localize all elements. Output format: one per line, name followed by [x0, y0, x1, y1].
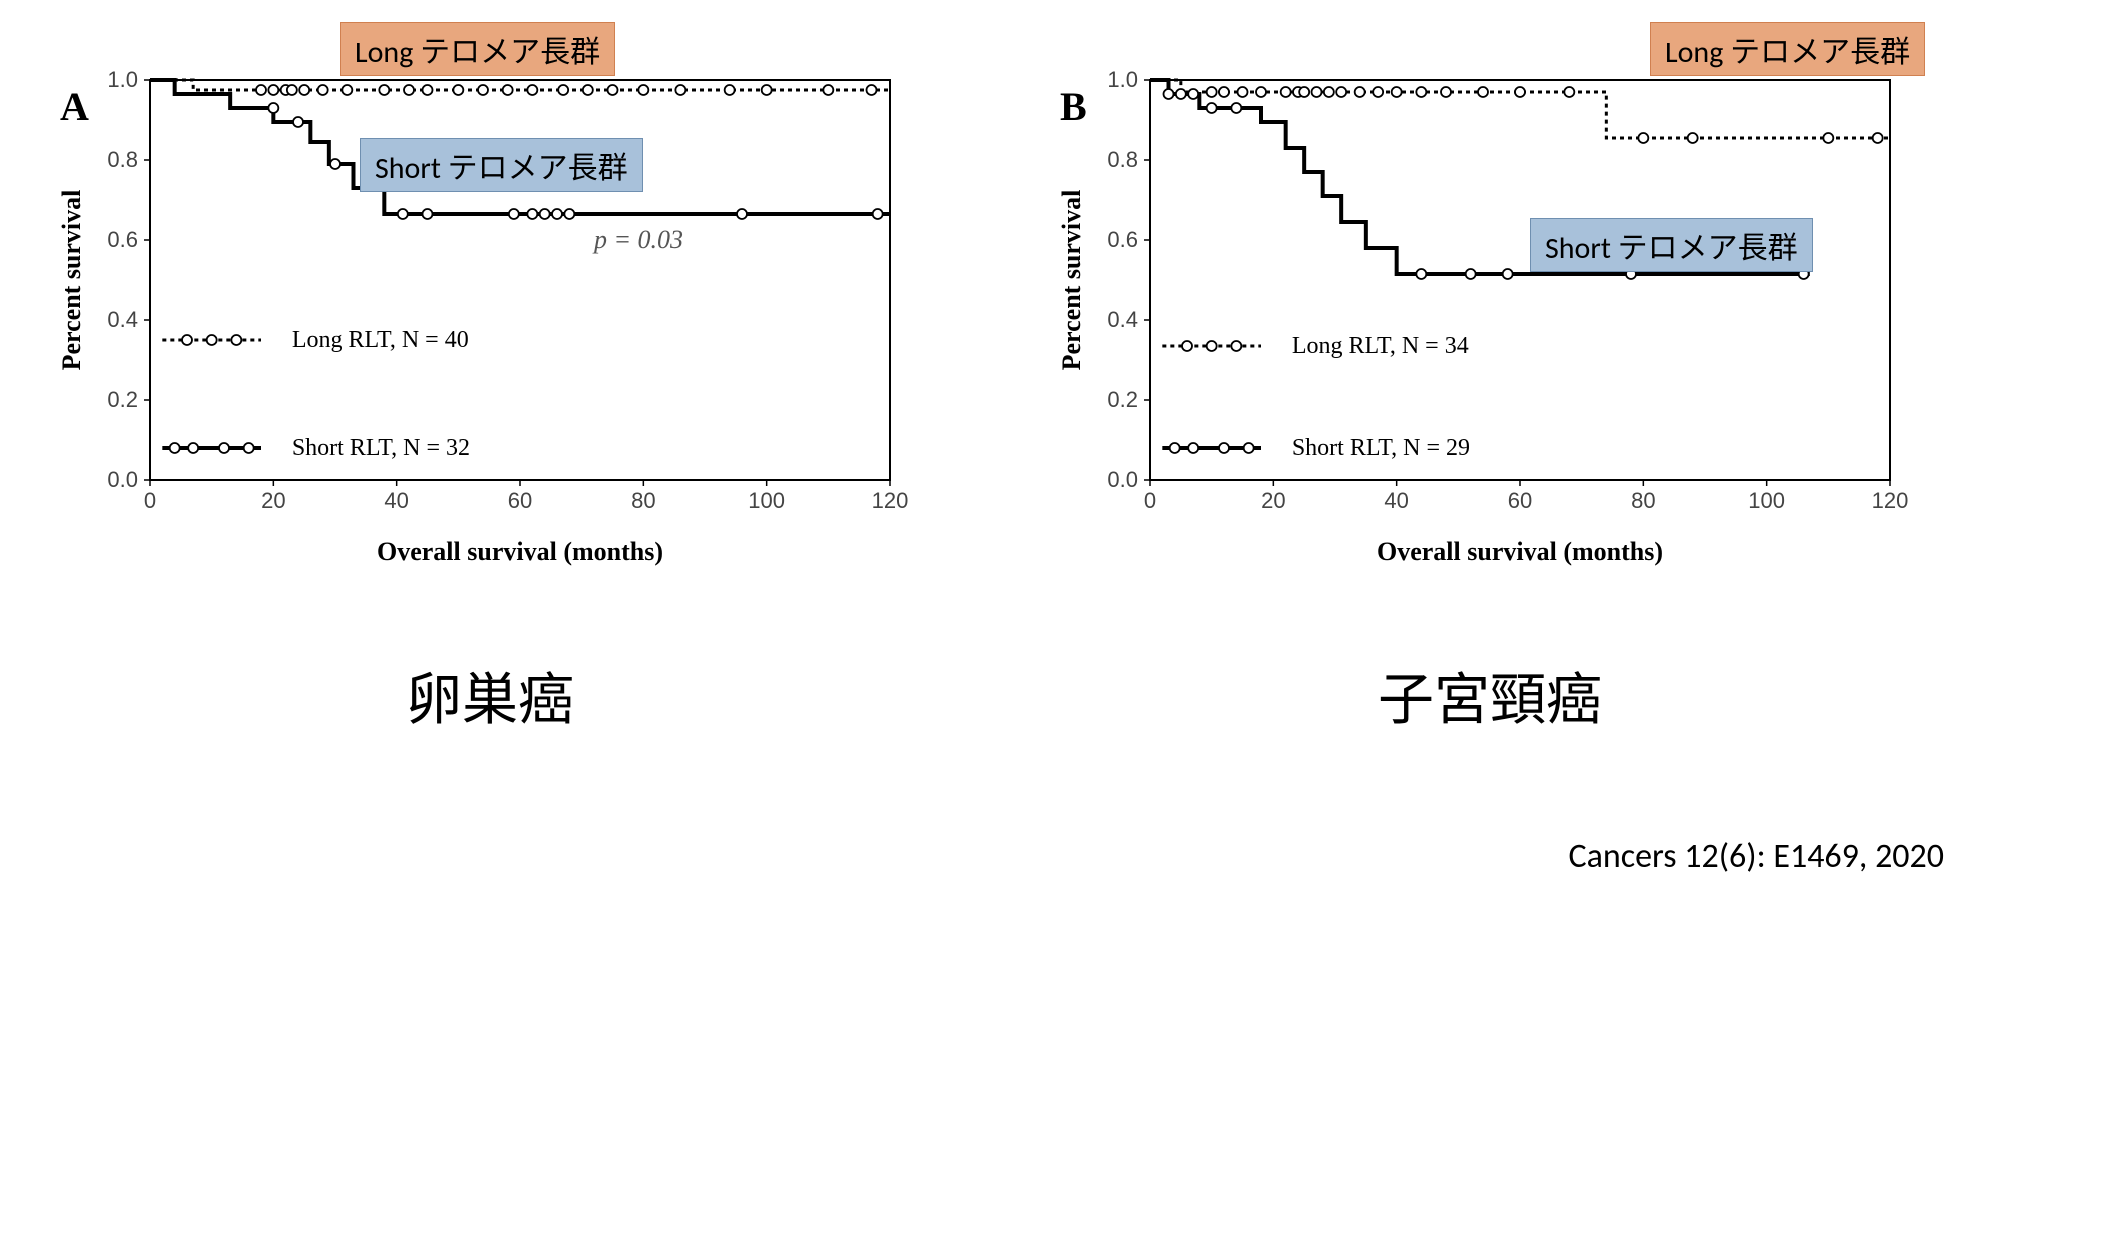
svg-text:0.6: 0.6 — [107, 227, 138, 252]
svg-text:A: A — [60, 84, 89, 129]
svg-text:0: 0 — [1144, 488, 1156, 513]
svg-text:120: 120 — [1872, 488, 1909, 513]
svg-text:0.4: 0.4 — [107, 307, 138, 332]
svg-text:0.4: 0.4 — [1107, 307, 1138, 332]
panel-b-chartbox: B 0.0 0.2 0.4 0.6 0.8 1.0 0 20 40 60 80 100 120 Percen… — [1030, 30, 1950, 595]
citation-text: Cancers 12(6): E1469, 2020 — [30, 836, 2084, 877]
svg-text:0.8: 0.8 — [1107, 147, 1138, 172]
svg-text:1.0: 1.0 — [1107, 67, 1138, 92]
svg-text:Long RLT, N = 40: Long RLT, N = 40 — [292, 327, 469, 353]
svg-text:60: 60 — [508, 488, 532, 513]
svg-text:20: 20 — [261, 488, 285, 513]
svg-text:0.8: 0.8 — [107, 147, 138, 172]
panel-b-wrap: B 0.0 0.2 0.4 0.6 0.8 1.0 0 20 40 60 80 100 120 Percen… — [1030, 30, 1950, 736]
panel-a-chartbox: A 0.0 0.2 0.4 0.6 0.8 1.0 0 20 40 60 80 100 120 Percen… — [30, 30, 950, 595]
svg-text:60: 60 — [1508, 488, 1532, 513]
svg-text:40: 40 — [1384, 488, 1408, 513]
panel-b-svg: B 0.0 0.2 0.4 0.6 0.8 1.0 0 20 40 60 80 100 120 Percen… — [1030, 30, 1950, 590]
svg-text:100: 100 — [1748, 488, 1785, 513]
svg-text:0.6: 0.6 — [1107, 227, 1138, 252]
long-group-label-a: Long テロメア長群 — [340, 22, 615, 76]
svg-text:40: 40 — [384, 488, 408, 513]
svg-text:Overall survival (months): Overall survival (months) — [377, 537, 663, 566]
panel-a-svg: A 0.0 0.2 0.4 0.6 0.8 1.0 0 20 40 60 80 100 120 Percen… — [30, 30, 950, 590]
svg-text:Long RLT, N = 34: Long RLT, N = 34 — [1292, 333, 1469, 359]
svg-text:p = 0.03: p = 0.03 — [592, 225, 683, 254]
svg-text:Percent survival: Percent survival — [57, 190, 86, 371]
panel-a-wrap: A 0.0 0.2 0.4 0.6 0.8 1.0 0 20 40 60 80 100 120 Percen… — [30, 30, 950, 736]
svg-text:Percent survival: Percent survival — [1057, 190, 1086, 371]
svg-text:0.0: 0.0 — [1107, 467, 1138, 492]
svg-text:120: 120 — [872, 488, 909, 513]
svg-text:Overall survival (months): Overall survival (months) — [1377, 537, 1663, 566]
short-group-label-a: Short テロメア長群 — [360, 138, 643, 192]
long-group-label-b: Long テロメア長群 — [1650, 22, 1925, 76]
svg-text:80: 80 — [631, 488, 655, 513]
figure-row: A 0.0 0.2 0.4 0.6 0.8 1.0 0 20 40 60 80 100 120 Percen… — [30, 30, 2084, 736]
svg-text:0.2: 0.2 — [107, 387, 138, 412]
svg-text:20: 20 — [1261, 488, 1285, 513]
svg-text:0.0: 0.0 — [107, 467, 138, 492]
panel-a-title: 卵巣癌 — [406, 655, 574, 736]
svg-text:Short RLT, N = 29: Short RLT, N = 29 — [1292, 435, 1470, 461]
svg-text:0: 0 — [144, 488, 156, 513]
short-group-label-b: Short テロメア長群 — [1530, 218, 1813, 272]
svg-text:100: 100 — [748, 488, 785, 513]
panel-b-title: 子宮頸癌 — [1378, 655, 1602, 736]
svg-text:B: B — [1060, 84, 1087, 129]
svg-text:Short RLT, N = 32: Short RLT, N = 32 — [292, 435, 470, 461]
svg-text:80: 80 — [1631, 488, 1655, 513]
svg-text:1.0: 1.0 — [107, 67, 138, 92]
svg-text:0.2: 0.2 — [1107, 387, 1138, 412]
